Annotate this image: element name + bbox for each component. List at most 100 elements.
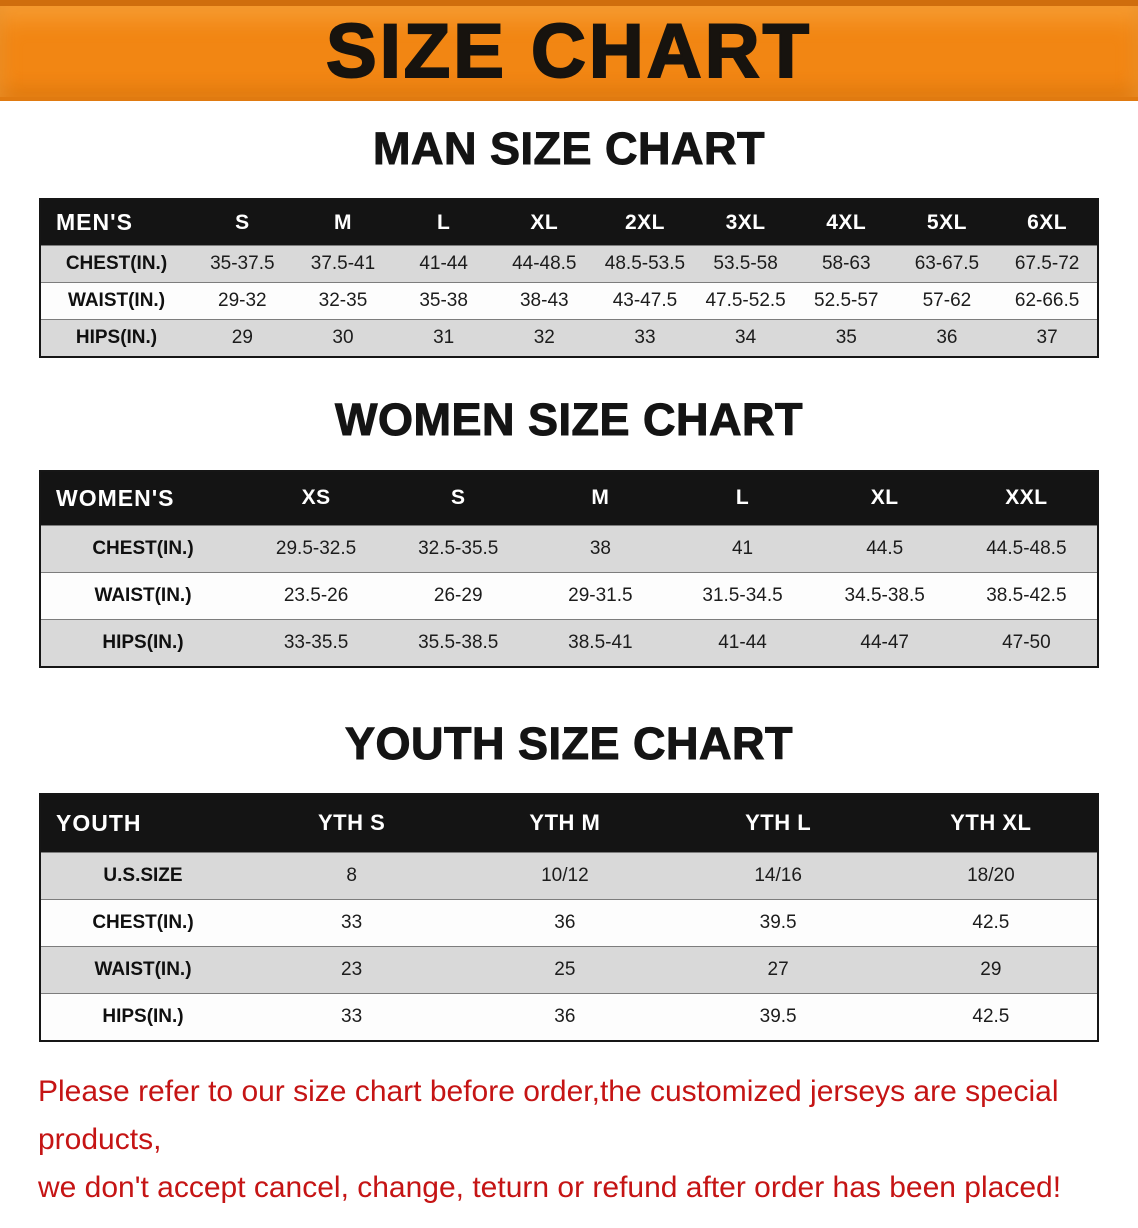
size-column-header: 4XL xyxy=(795,199,897,246)
measurement-value: 53.5-58 xyxy=(713,253,778,275)
measurement-row: CHEST(IN.) 33 36 39.5 42.5 xyxy=(40,899,1098,947)
size-column-header: S xyxy=(192,199,293,246)
measurement-value: 44.5-48.5 xyxy=(986,537,1067,559)
size-column-header: M xyxy=(292,199,394,246)
measurement-value: 29 xyxy=(980,958,1002,980)
measurement-label: WAIST(IN.) xyxy=(94,958,192,980)
measurement-value: 43-47.5 xyxy=(612,290,678,312)
measurement-value: 38-43 xyxy=(519,290,569,312)
measurement-value: 44-47 xyxy=(860,631,909,653)
measurement-label: HIPS(IN.) xyxy=(75,327,158,349)
size-column-header: XL xyxy=(813,470,956,525)
size-column-header: 3XL xyxy=(695,199,796,246)
measurement-value: 36 xyxy=(554,1005,576,1027)
measurement-value: 35-38 xyxy=(419,290,468,312)
size-column-header: YTH L xyxy=(671,793,885,853)
measurement-value: 33 xyxy=(341,911,363,933)
measurement-value: 34 xyxy=(735,327,757,349)
measurement-value: 29-31.5 xyxy=(568,584,633,606)
size-column-header: 6XL xyxy=(997,199,1098,246)
table-group-label: MEN'S xyxy=(40,199,192,246)
measurement-value: 38.5-41 xyxy=(568,631,633,653)
measurement-value: 42.5 xyxy=(972,1005,1010,1027)
page-title: SIZE CHART xyxy=(325,8,812,94)
measurement-value: 33 xyxy=(341,1005,363,1027)
measurement-label: CHEST(IN.) xyxy=(92,537,194,559)
measurement-row: CHEST(IN.) 29.5-32.5 32.5-35.5 38 41 44.5 44.5… xyxy=(40,525,1098,572)
measurement-value: 29.5-32.5 xyxy=(275,537,357,559)
size-column-header: 5XL xyxy=(896,199,998,246)
size-column-header: XL xyxy=(493,199,595,246)
measurement-value: 57-62 xyxy=(922,290,972,312)
measurement-value: 23.5-26 xyxy=(283,584,349,606)
measurement-value: 36 xyxy=(554,911,576,933)
size-column-header: L xyxy=(671,470,814,525)
measurement-value: 35 xyxy=(835,327,857,349)
measurement-value: 31.5-34.5 xyxy=(702,584,783,606)
youth-size-chart-section: YOUTH SIZE CHART YOUTH YTH S YTH M YTH L YTH… xyxy=(0,717,1138,1042)
measurement-value: 58-63 xyxy=(821,253,871,275)
measurement-value: 8 xyxy=(346,864,357,886)
size-column-header: S xyxy=(387,470,530,525)
measurement-value: 32 xyxy=(533,327,555,349)
measurement-value: 41-44 xyxy=(419,253,468,275)
measurement-value: 37.5-41 xyxy=(310,253,376,275)
youth-size-chart-heading: YOUTH SIZE CHART xyxy=(344,717,793,769)
measurement-label: WAIST(IN.) xyxy=(67,290,166,312)
measurement-value: 32.5-35.5 xyxy=(418,537,499,559)
size-column-header: YTH S xyxy=(245,793,459,853)
disclaimer-line-1: Please refer to our size chart before or… xyxy=(38,1074,1059,1156)
measurement-row: WAIST(IN.) 23 25 27 29 xyxy=(40,946,1098,994)
table-group-label: YOUTH xyxy=(40,793,245,853)
size-column-header: YTH XL xyxy=(884,793,1098,853)
size-chart-banner: SIZE CHART xyxy=(0,0,1138,101)
youth-size-table: YOUTH YTH S YTH M YTH L YTH XL U.S.SIZE 8 10/12… xyxy=(39,792,1099,1042)
disclaimer: Please refer to our size chart before or… xyxy=(38,1068,1100,1212)
measurement-label: U.S.SIZE xyxy=(103,864,183,886)
measurement-value: 41-44 xyxy=(718,631,767,653)
measurement-value: 38.5-42.5 xyxy=(986,584,1067,606)
measurement-value: 33 xyxy=(634,327,656,349)
measurement-value: 34.5-38.5 xyxy=(844,584,925,606)
measurement-row: HIPS(IN.) 29 30 31 32 33 34 35 36 37 xyxy=(40,319,1098,358)
measurement-value: 44-48.5 xyxy=(512,253,577,275)
measurement-row: HIPS(IN.) 33-35.5 35.5-38.5 38.5-41 41-44 44-… xyxy=(40,619,1098,667)
measurement-value: 32-35 xyxy=(318,290,368,312)
measurement-value: 37 xyxy=(1036,327,1058,349)
measurement-row: WAIST(IN.) 23.5-26 26-29 29-31.5 31.5-34.5 34… xyxy=(40,572,1098,619)
measurement-row: HIPS(IN.) 33 36 39.5 42.5 xyxy=(40,993,1098,1041)
measurement-value: 30 xyxy=(332,327,354,349)
measurement-value: 36 xyxy=(936,327,958,349)
measurement-value: 52.5-57 xyxy=(814,290,879,312)
measurement-row: U.S.SIZE 8 10/12 14/16 18/20 xyxy=(40,852,1098,900)
size-column-header: L xyxy=(393,199,494,246)
measurement-value: 33-35.5 xyxy=(283,631,349,653)
measurement-label: HIPS(IN.) xyxy=(102,1005,184,1027)
measurement-value: 48.5-53.5 xyxy=(604,253,686,275)
size-column-header: 2XL xyxy=(594,199,696,246)
measurement-label: CHEST(IN.) xyxy=(65,253,168,275)
measurement-value: 44.5 xyxy=(866,537,904,559)
measurement-row: CHEST(IN.) 35-37.5 37.5-41 41-44 44-48.5 48.5… xyxy=(40,245,1098,283)
measurement-value: 27 xyxy=(767,958,789,980)
measurement-value: 18/20 xyxy=(967,864,1015,886)
measurement-value: 39.5 xyxy=(759,1005,797,1027)
disclaimer-line-2: we don't accept cancel, change, teturn o… xyxy=(38,1170,1062,1204)
measurement-value: 25 xyxy=(554,958,576,980)
measurement-value: 67.5-72 xyxy=(1014,253,1080,275)
table-header-row: WOMEN'S XS S M L XL XXL xyxy=(40,470,1098,525)
measurement-value: 42.5 xyxy=(972,911,1010,933)
measurement-value: 29-32 xyxy=(218,290,267,312)
measurement-value: 26-29 xyxy=(433,584,483,606)
measurement-value: 23 xyxy=(341,958,363,980)
table-header-row: YOUTH YTH S YTH M YTH L YTH XL xyxy=(40,793,1098,853)
table-header-row: MEN'S S M L XL 2XL 3XL 4XL 5XL 6XL xyxy=(40,199,1098,246)
table-group-label: WOMEN'S xyxy=(40,470,245,525)
men-size-table: MEN'S S M L XL 2XL 3XL 4XL 5XL 6XL CHEST(IN.) 35-37… xyxy=(39,198,1099,359)
measurement-value: 63-67.5 xyxy=(914,253,980,275)
measurement-value: 62-66.5 xyxy=(1014,290,1080,312)
measurement-value: 39.5 xyxy=(759,911,797,933)
measurement-value: 14/16 xyxy=(754,864,802,886)
measurement-value: 47.5-52.5 xyxy=(705,290,786,312)
